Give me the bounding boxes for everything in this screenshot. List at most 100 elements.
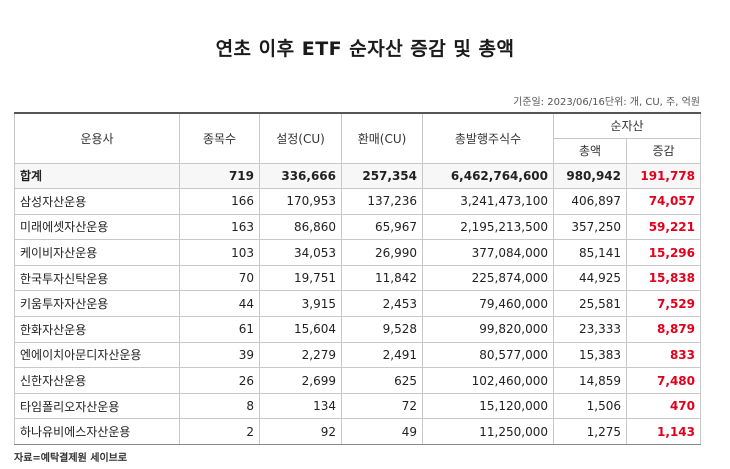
redemption-cell: 72 [341, 392, 423, 420]
net-assets-total-cell: 25,581 [553, 290, 627, 318]
company-cell: 미래에셋자산운용 [14, 213, 180, 241]
company-cell: 한국투자신탁운용 [14, 264, 180, 292]
date-unit-note: 기준일: 2023/06/16단위: 개, CU, 주, 억원 [513, 97, 700, 108]
count-cell: 166 [179, 188, 260, 215]
shares-cell: 225,874,000 [422, 264, 554, 292]
company-cell: 케이비자산운용 [14, 239, 180, 266]
table-row: 신한자산운용 26 2,699 625 102,460,000 14,859 7,480 [14, 367, 701, 394]
header-total: 총액 [553, 137, 627, 164]
redemption-cell: 11,842 [341, 264, 423, 292]
creation-cell: 34,053 [259, 239, 342, 266]
company-cell: 한화자산운용 [14, 316, 180, 343]
company-cell: 신한자산운용 [14, 367, 180, 394]
table-row: 타임폴리오자산운용 8 134 72 15,120,000 1,506 470 [14, 392, 701, 420]
shares-cell: 377,084,000 [422, 239, 554, 266]
creation-cell: 3,915 [259, 290, 342, 318]
header-company: 운용사 [14, 112, 180, 164]
company-cell: 엔에이치아문디자산운용 [14, 341, 180, 369]
creation-cell: 86,860 [259, 213, 342, 241]
net-assets-total-cell: 23,333 [553, 316, 627, 343]
count-cell: 61 [179, 316, 260, 343]
count-cell: 26 [179, 367, 260, 394]
redemption-cell: 49 [341, 418, 423, 446]
net-assets-change-cell: 8,879 [626, 316, 701, 343]
header-redemption: 환매(CU) [341, 112, 423, 164]
redemption-cell: 625 [341, 367, 423, 394]
table-row: 한국투자신탁운용 70 19,751 11,842 225,874,000 44,925 1… [14, 264, 701, 292]
count-cell: 70 [179, 264, 260, 292]
redemption-cell: 257,354 [341, 162, 423, 190]
company-cell: 삼성자산운용 [14, 188, 180, 215]
net-assets-change-cell: 833 [626, 341, 701, 369]
net-assets-change-cell: 191,778 [626, 162, 701, 190]
shares-cell: 3,241,473,100 [422, 188, 554, 215]
shares-cell: 6,462,764,600 [422, 162, 554, 190]
header-count: 종목수 [179, 112, 260, 164]
table-row: 삼성자산운용 166 170,953 137,236 3,241,473,100 406,… [14, 188, 701, 215]
shares-cell: 102,460,000 [422, 367, 554, 394]
redemption-cell: 65,967 [341, 213, 423, 241]
table-row: 엔에이치아문디자산운용 39 2,279 2,491 80,577,000 15,383 8… [14, 341, 701, 369]
header-creation: 설정(CU) [259, 112, 342, 164]
company-cell: 타임폴리오자산운용 [14, 392, 180, 420]
count-cell: 39 [179, 341, 260, 369]
creation-cell: 15,604 [259, 316, 342, 343]
table-row: 미래에셋자산운용 163 86,860 65,967 2,195,213,500 357,… [14, 213, 701, 241]
count-cell: 8 [179, 392, 260, 420]
net-assets-total-cell: 980,942 [553, 162, 627, 190]
creation-cell: 92 [259, 418, 342, 446]
etf-net-assets-table: 운용사 종목수 설정(CU) 환매(CU) 총발행주식수 순자산 총액 증감 합… [14, 112, 701, 446]
net-assets-change-cell: 15,296 [626, 239, 701, 266]
net-assets-total-cell: 1,275 [553, 418, 627, 446]
company-cell: 합계 [14, 162, 180, 190]
net-assets-change-cell: 15,838 [626, 264, 701, 292]
header-change: 증감 [626, 137, 701, 164]
company-cell: 하나유비에스자산운용 [14, 418, 180, 446]
net-assets-change-cell: 74,057 [626, 188, 701, 215]
total-row: 합계 719 336,666 257,354 6,462,764,600 980,942 1… [14, 162, 701, 190]
net-assets-total-cell: 1,506 [553, 392, 627, 420]
net-assets-total-cell: 357,250 [553, 213, 627, 241]
table-row: 하나유비에스자산운용 2 92 49 11,250,000 1,275 1,143 [14, 418, 701, 446]
shares-cell: 11,250,000 [422, 418, 554, 446]
table-row: 한화자산운용 61 15,604 9,528 99,820,000 23,333 8,879 [14, 316, 701, 343]
table-row: 키움투자자산운용 44 3,915 2,453 79,460,000 25,581 7,52… [14, 290, 701, 318]
creation-cell: 2,279 [259, 341, 342, 369]
redemption-cell: 2,453 [341, 290, 423, 318]
net-assets-total-cell: 85,141 [553, 239, 627, 266]
creation-cell: 19,751 [259, 264, 342, 292]
creation-cell: 134 [259, 392, 342, 420]
count-cell: 2 [179, 418, 260, 446]
count-cell: 719 [179, 162, 260, 190]
shares-cell: 80,577,000 [422, 341, 554, 369]
net-assets-total-cell: 14,859 [553, 367, 627, 394]
net-assets-total-cell: 406,897 [553, 188, 627, 215]
redemption-cell: 137,236 [341, 188, 423, 215]
header-shares: 총발행주식수 [422, 112, 554, 164]
net-assets-total-cell: 15,383 [553, 341, 627, 369]
creation-cell: 336,666 [259, 162, 342, 190]
shares-cell: 79,460,000 [422, 290, 554, 318]
page-title: 연초 이후 ETF 순자산 증감 및 총액 [215, 38, 515, 60]
redemption-cell: 26,990 [341, 239, 423, 266]
creation-cell: 2,699 [259, 367, 342, 394]
redemption-cell: 2,491 [341, 341, 423, 369]
net-assets-total-cell: 44,925 [553, 264, 627, 292]
net-assets-change-cell: 7,529 [626, 290, 701, 318]
creation-cell: 170,953 [259, 188, 342, 215]
table-row: 케이비자산운용 103 34,053 26,990 377,084,000 85,141 1… [14, 239, 701, 266]
count-cell: 103 [179, 239, 260, 266]
net-assets-change-cell: 59,221 [626, 213, 701, 241]
shares-cell: 2,195,213,500 [422, 213, 554, 241]
count-cell: 163 [179, 213, 260, 241]
shares-cell: 99,820,000 [422, 316, 554, 343]
net-assets-change-cell: 7,480 [626, 367, 701, 394]
company-cell: 키움투자자산운용 [14, 290, 180, 318]
count-cell: 44 [179, 290, 260, 318]
source-note: 자료=예탁결제원 세이브로 [14, 453, 128, 464]
redemption-cell: 9,528 [341, 316, 423, 343]
net-assets-change-cell: 1,143 [626, 418, 701, 446]
shares-cell: 15,120,000 [422, 392, 554, 420]
header-net-assets: 순자산 [553, 112, 701, 139]
net-assets-change-cell: 470 [626, 392, 701, 420]
